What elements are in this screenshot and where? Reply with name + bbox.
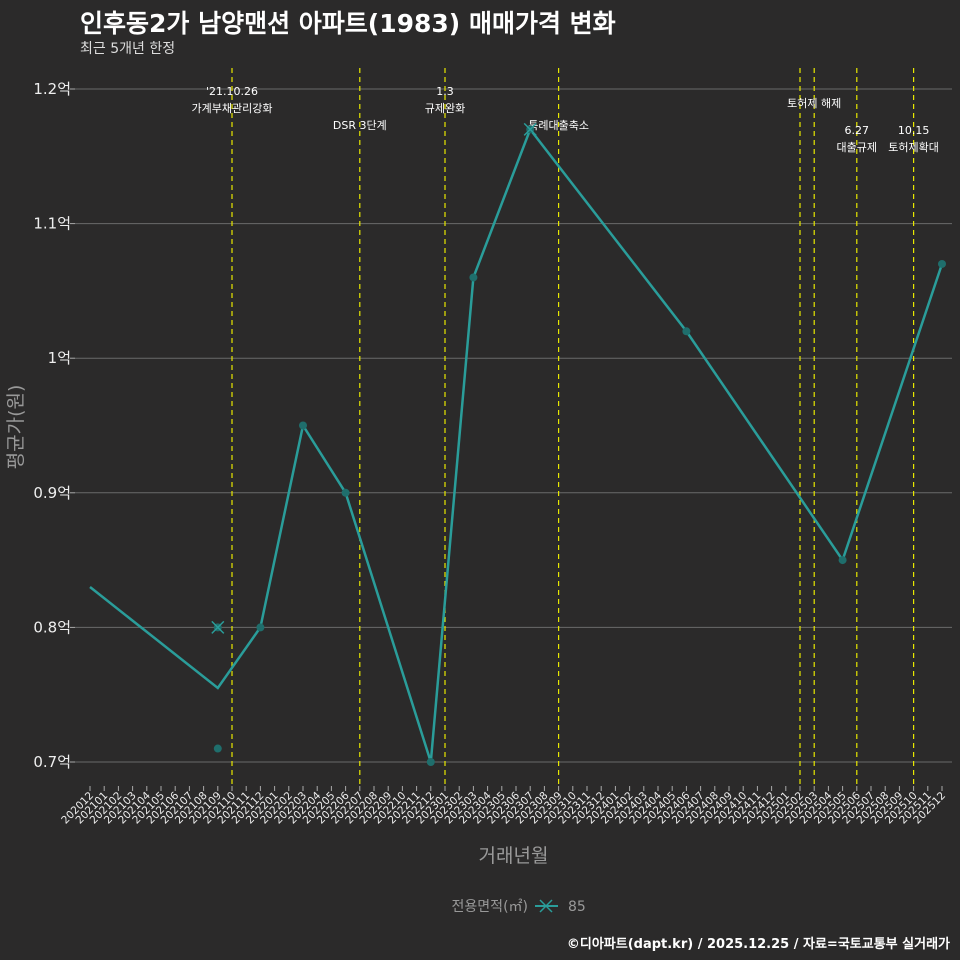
event-label: 대출규제: [837, 141, 877, 154]
y-tick-label: 0.9억: [33, 484, 71, 502]
data-point: [213, 744, 222, 753]
data-point: [341, 488, 350, 497]
y-tick-label: 1억: [48, 349, 71, 367]
event-label: 6.27: [845, 124, 870, 137]
legend-title: 전용면적(㎡): [452, 899, 528, 915]
data-point: [682, 327, 691, 336]
event-label: 1.3: [436, 85, 454, 98]
event-label: 토허제 해제: [787, 96, 841, 110]
y-axis-title: 평균가(원): [5, 385, 27, 470]
data-point: [838, 556, 847, 565]
event-label: '21.10.26: [206, 85, 258, 98]
legend-cross-icon: [539, 899, 553, 913]
event-label: 10.15: [898, 124, 930, 137]
y-tick-label: 1.1억: [33, 215, 71, 233]
data-point: [299, 421, 307, 430]
event-label: DSR 3단계: [333, 119, 387, 132]
x-axis-title: 거래년월: [479, 845, 549, 867]
data-point: [938, 259, 946, 268]
chart-title: 인후동2가 남양맨션 아파트(1983) 매매가격 변화: [80, 9, 616, 38]
cross-marker: [211, 620, 225, 634]
legend-entry: 85: [568, 899, 586, 915]
event-label: 규제완화: [425, 102, 465, 115]
y-tick-label: 0.7억: [33, 753, 71, 771]
data-point: [469, 273, 478, 282]
y-tick-label: 0.8억: [33, 618, 71, 636]
data-point: [426, 758, 435, 766]
event-label: 특례대출축소: [528, 119, 589, 132]
cross-marker: [523, 122, 537, 136]
y-tick-label: 1.2억: [33, 80, 71, 98]
event-label: 가계부채관리강화: [192, 102, 273, 115]
event-label: 토허제확대: [888, 141, 939, 154]
chart-subtitle: 최근 5개년 한정: [80, 41, 176, 57]
source-caption: ©디아파트(dapt.kr) / 2025.12.25 / 자료=국토교통부 실…: [566, 937, 950, 952]
data-point: [256, 623, 265, 632]
